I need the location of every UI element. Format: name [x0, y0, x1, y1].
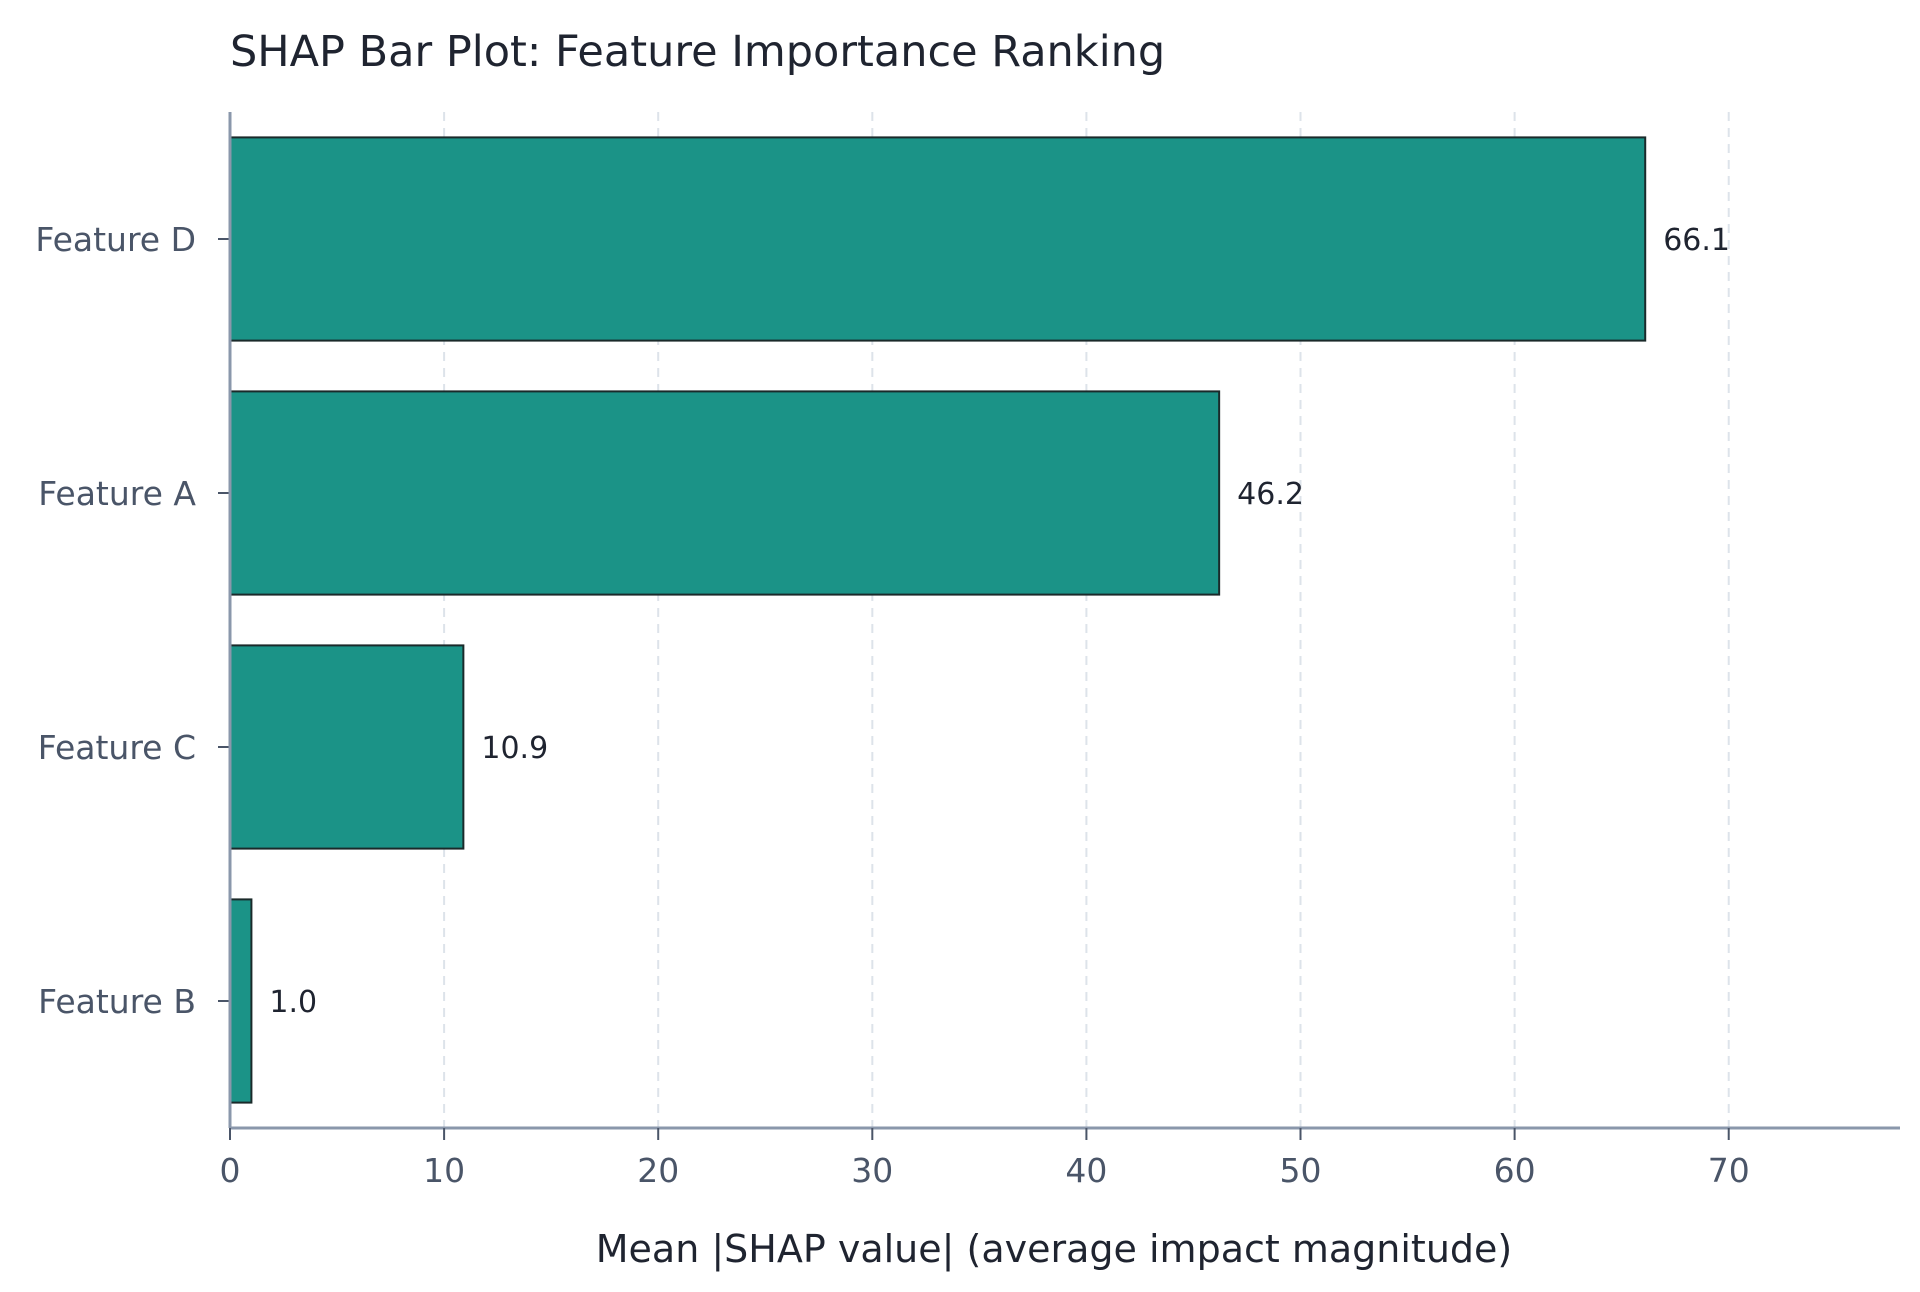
- x-tick-label: 40: [1065, 1151, 1107, 1190]
- labels: 66.1 Feature D 46.2 Feature A 10.9 Feature C 1…: [35, 220, 1749, 1190]
- y-tick-label: Feature D: [35, 220, 196, 259]
- data-label: 46.2: [1237, 477, 1304, 512]
- bar-feature-a: [229, 390, 1221, 596]
- data-label: 66.1: [1663, 223, 1730, 258]
- bar-feature-d: [229, 136, 1647, 342]
- x-tick-label: 10: [423, 1151, 465, 1190]
- bar-feature-c: [229, 644, 465, 850]
- y-tick-label: Feature C: [38, 728, 196, 767]
- x-tick-label: 60: [1494, 1151, 1536, 1190]
- data-label: 10.9: [481, 731, 548, 766]
- bar-feature-b: [229, 898, 253, 1104]
- x-axis-label: Mean |SHAP value| (average impact magnit…: [596, 1227, 1512, 1272]
- axes: [218, 112, 1900, 1140]
- bars: [229, 136, 1647, 1104]
- x-tick-label: 70: [1708, 1151, 1750, 1190]
- x-tick-label: 30: [851, 1151, 893, 1190]
- x-tick-label: 50: [1280, 1151, 1322, 1190]
- x-tick-label: 0: [220, 1151, 241, 1190]
- chart-title: SHAP Bar Plot: Feature Importance Rankin…: [230, 27, 1165, 77]
- data-label: 1.0: [269, 985, 317, 1020]
- x-tick-label: 20: [637, 1151, 679, 1190]
- y-tick-label: Feature A: [38, 474, 196, 513]
- y-tick-label: Feature B: [38, 982, 196, 1021]
